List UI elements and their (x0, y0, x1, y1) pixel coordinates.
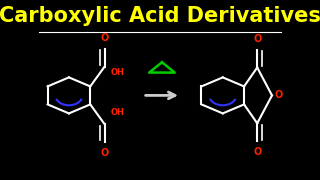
Text: O: O (253, 34, 261, 44)
Text: OH: OH (111, 108, 125, 117)
Text: Carboxylic Acid Derivatives: Carboxylic Acid Derivatives (0, 6, 320, 26)
Text: O: O (275, 90, 283, 100)
Text: O: O (100, 33, 109, 43)
Text: O: O (100, 148, 109, 158)
Text: O: O (253, 147, 261, 157)
Text: OH: OH (111, 68, 125, 77)
